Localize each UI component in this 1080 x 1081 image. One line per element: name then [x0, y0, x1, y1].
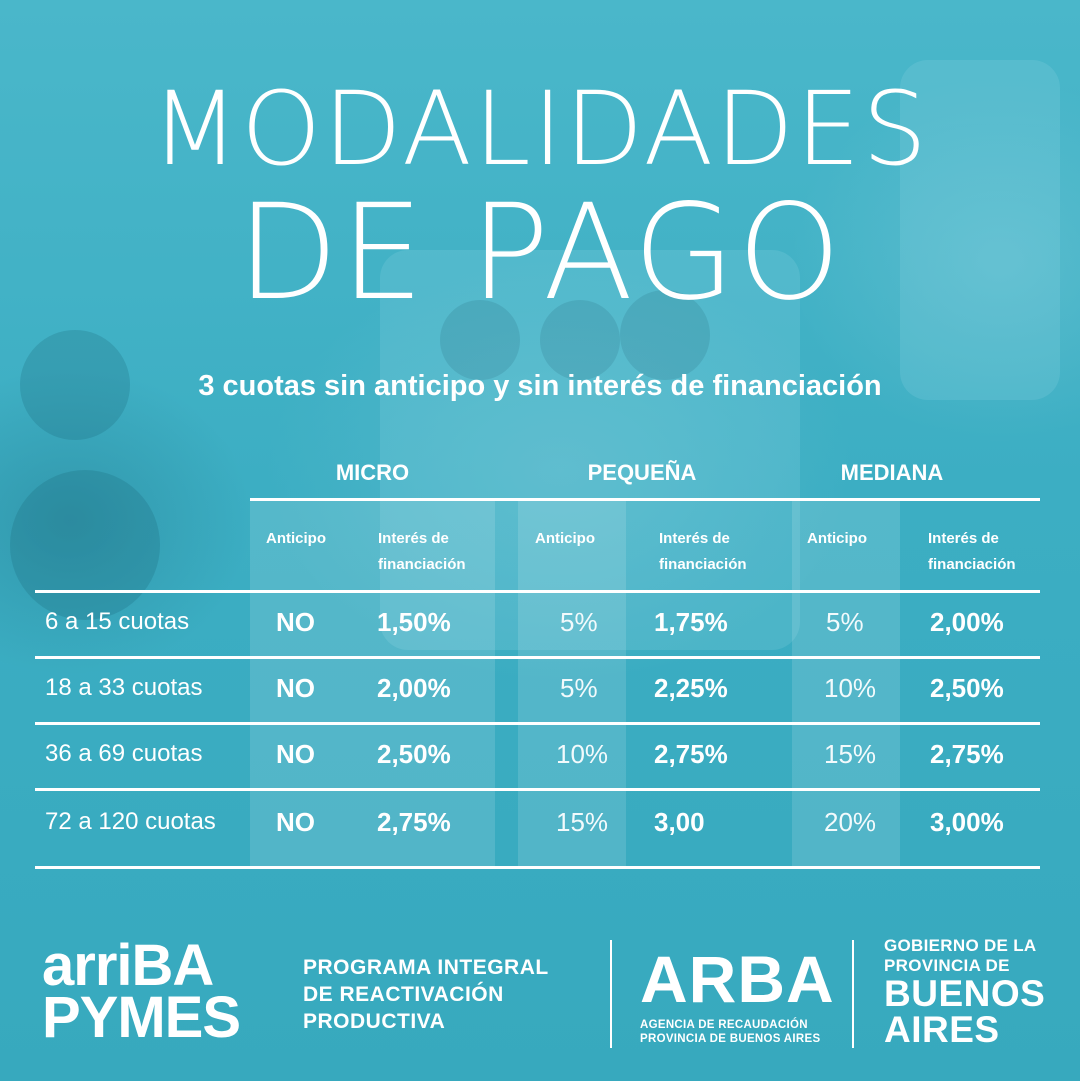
program-name: PROGRAMA INTEGRAL DE REACTIVACIÓN PRODUC…	[303, 954, 549, 1035]
cell-pequena-anticipo: 5%	[560, 673, 598, 703]
row-divider	[35, 590, 1040, 593]
subheader-anticipo: Anticipo	[807, 530, 867, 547]
row-divider	[35, 866, 1040, 869]
cell-micro-anticipo: NO	[276, 807, 315, 837]
column-band-mediana	[792, 500, 900, 868]
subheader-interes-line2: financiación	[928, 556, 1016, 573]
subheader-interes-line1: Interés de	[928, 530, 999, 547]
cell-micro-anticipo: NO	[276, 739, 315, 769]
subheader-anticipo: Anticipo	[535, 530, 595, 547]
cell-micro-anticipo: NO	[276, 607, 315, 637]
arba-tagline-line: PROVINCIA DE BUENOS AIRES	[640, 1033, 821, 1045]
arba-tagline: AGENCIA DE RECAUDACIÓN PROVINCIA DE BUEN…	[640, 1018, 820, 1046]
gobierno-line: BUENOS	[884, 973, 1046, 1014]
group-header-micro: MICRO	[335, 460, 410, 485]
logo-line1: arriBA	[42, 933, 214, 998]
subheader-interes-line1: Interés de	[378, 530, 449, 547]
background-shape	[540, 300, 620, 380]
arba-tagline-line: AGENCIA DE RECAUDACIÓN	[640, 1019, 808, 1031]
header-rule	[250, 498, 1040, 501]
cell-micro-anticipo: NO	[276, 673, 315, 703]
cell-mediana-anticipo: 5%	[826, 607, 864, 637]
footer-divider	[610, 940, 612, 1048]
cell-mediana-anticipo: 15%	[824, 739, 877, 769]
cell-micro-interes: 1,50%	[377, 607, 451, 637]
subheader-interes-line1: Interés de	[659, 530, 730, 547]
cell-micro-interes: 2,75%	[377, 807, 451, 837]
cell-pequena-interes: 2,25%	[654, 673, 728, 703]
group-header-mediana: MEDIANA	[840, 460, 944, 485]
cell-pequena-anticipo: 5%	[560, 607, 598, 637]
row-label: 36 a 69 cuotas	[45, 740, 203, 767]
row-divider	[35, 722, 1040, 725]
gobierno-line: GOBIERNO DE LA	[884, 936, 1037, 955]
page-title-line2: DE PAGO	[236, 176, 844, 330]
row-divider	[35, 788, 1040, 791]
arriba-pymes-logo: arriBA PYMES	[42, 937, 241, 1050]
background-shape	[440, 300, 520, 380]
row-divider	[35, 656, 1040, 659]
column-band-micro	[250, 500, 495, 868]
cell-pequena-anticipo: 15%	[556, 807, 609, 837]
subheader-interes: Interés de financiación	[378, 526, 466, 578]
cell-mediana-interes: 2,50%	[930, 673, 1004, 703]
cell-pequena-interes: 3,00	[654, 807, 705, 837]
cell-mediana-interes: 2,00%	[930, 607, 1004, 637]
background-shape	[900, 60, 1060, 400]
background-shape	[20, 330, 130, 440]
background-shape	[10, 470, 160, 620]
group-header-pequena: PEQUEÑA	[587, 460, 697, 485]
subheader-interes-line2: financiación	[378, 556, 466, 573]
program-line: PRODUCTIVA	[303, 1010, 446, 1033]
cell-mediana-anticipo: 20%	[824, 807, 877, 837]
subheader-interes: Interés de financiación	[928, 526, 1016, 578]
subheader-anticipo: Anticipo	[266, 530, 326, 547]
logo-line2: PYMES	[42, 985, 241, 1050]
cell-pequena-interes: 2,75%	[654, 739, 728, 769]
cell-pequena-interes: 1,75%	[654, 607, 728, 637]
gobierno-logo: GOBIERNO DE LA PROVINCIA DE BUENOS AIRES	[884, 936, 1045, 1048]
cell-micro-interes: 2,50%	[377, 739, 451, 769]
gobierno-line: AIRES	[884, 1009, 1000, 1050]
program-line: PROGRAMA INTEGRAL	[303, 956, 549, 979]
subheader-interes: Interés de financiación	[659, 526, 747, 578]
background-shape	[620, 290, 710, 380]
arba-logo: ARBA	[640, 942, 835, 1016]
program-line: DE REACTIVACIÓN	[303, 983, 504, 1006]
cell-mediana-interes: 3,00%	[930, 807, 1004, 837]
subtitle: 3 cuotas sin anticipo y sin interés de f…	[198, 370, 882, 402]
page-title-line1: MODALIDADES	[151, 70, 929, 189]
row-label: 72 a 120 cuotas	[45, 808, 216, 835]
cell-mediana-interes: 2,75%	[930, 739, 1004, 769]
row-label: 18 a 33 cuotas	[45, 674, 203, 701]
background-shape	[380, 250, 800, 650]
cell-mediana-anticipo: 10%	[824, 673, 877, 703]
subheader-interes-line2: financiación	[659, 556, 747, 573]
footer-divider	[852, 940, 854, 1048]
cell-micro-interes: 2,00%	[377, 673, 451, 703]
gobierno-line: PROVINCIA DE	[884, 956, 1010, 975]
row-label: 6 a 15 cuotas	[45, 608, 190, 635]
column-band-pequena	[518, 500, 626, 868]
cell-pequena-anticipo: 10%	[556, 739, 609, 769]
